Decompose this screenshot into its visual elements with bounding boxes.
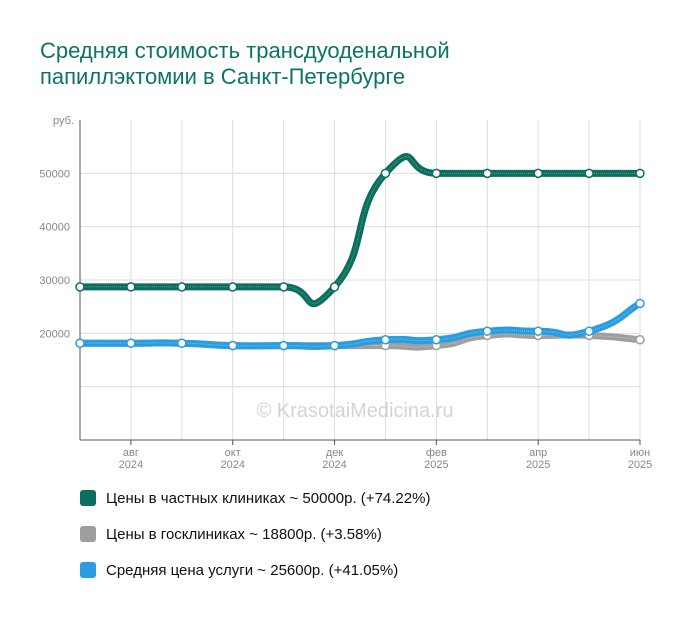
y-tick-label: 50000: [39, 168, 70, 180]
series-line-0: [76, 153, 644, 308]
x-tick-label-year: 2024: [119, 459, 143, 471]
series-2-point: [482, 326, 493, 336]
x-tick-label-year: 2025: [424, 459, 448, 471]
x-tick-label-year: 2025: [628, 459, 652, 471]
watermark: © KrasotaiMedicina.ru: [256, 400, 453, 422]
series-2-point: [126, 338, 136, 348]
series-0-point: [482, 168, 493, 179]
y-tick-label: 20000: [39, 328, 70, 340]
series-2-point: [584, 326, 594, 336]
y-tick-label: 30000: [39, 275, 70, 287]
legend: Цены в частных клиниках ~ 50000р. (+74.2…: [80, 488, 430, 596]
points-layer: [75, 168, 645, 351]
x-tick-label-month: авг: [123, 447, 139, 459]
legend-label-private: Цены в частных клиниках ~ 50000р. (+74.2…: [106, 489, 431, 507]
series-0-point: [380, 168, 391, 179]
legend-item-private: Цены в частных клиниках ~ 50000р. (+74.2…: [80, 488, 430, 508]
series-0-point: [126, 282, 136, 292]
legend-swatch-private: [80, 490, 96, 506]
series-0-point: [227, 282, 238, 292]
legend-label-public: Цены в госклиниках ~ 18800р. (+3.58%): [106, 525, 382, 543]
series-2-point: [75, 338, 85, 348]
line-chart: 20000300004000050000руб.авг2024окт2024де…: [39, 115, 652, 471]
chart-title: Средняя стоимость трансдуоденальной папи…: [40, 38, 450, 90]
legend-swatch-average: [80, 562, 96, 578]
series-2-point: [177, 338, 187, 348]
series-0-point: [635, 168, 645, 179]
legend-item-average: Средняя цена услуги ~ 25600р. (+41.05%): [80, 560, 430, 580]
series-2-point: [533, 326, 543, 336]
series-0-point: [177, 282, 187, 292]
series-2-point: [329, 340, 340, 351]
series-2-point: [278, 340, 289, 351]
series-0-point: [329, 282, 340, 292]
legend-item-public: Цены в госклиниках ~ 18800р. (+3.58%): [80, 524, 430, 544]
y-axis-unit-label: руб.: [53, 115, 74, 127]
x-tick-label-year: 2025: [526, 459, 550, 471]
y-tick-label: 40000: [39, 222, 70, 234]
series-2-point: [380, 334, 391, 345]
x-tick-label-month: дек: [326, 447, 344, 459]
x-tick-label-year: 2024: [322, 459, 346, 471]
series-0-point: [533, 168, 543, 179]
series-0-point: [75, 282, 85, 292]
legend-swatch-public: [80, 526, 96, 542]
x-tick-label-month: фев: [426, 447, 447, 459]
series-layer: [76, 153, 644, 351]
x-tick-label-month: июн: [630, 447, 650, 459]
series-0-point: [584, 168, 594, 179]
series-1-point: [635, 334, 645, 345]
x-tick-label-year: 2024: [220, 459, 244, 471]
series-line-texture-2: [80, 303, 641, 347]
x-tick-label-month: апр: [529, 447, 547, 459]
series-2-point: [227, 340, 238, 351]
series-2-point: [635, 298, 645, 309]
series-line-2: [76, 299, 644, 350]
series-2-point: [431, 334, 442, 345]
x-tick-label-month: окт: [225, 447, 241, 459]
chart-title-line-1: Средняя стоимость трансдуоденальной: [40, 38, 450, 63]
series-0-point: [278, 282, 289, 292]
legend-label-average: Средняя цена услуги ~ 25600р. (+41.05%): [106, 561, 399, 579]
chart-title-line-2: папиллэктомии в Санкт-Петербурге: [40, 64, 406, 89]
series-0-point: [431, 168, 442, 179]
